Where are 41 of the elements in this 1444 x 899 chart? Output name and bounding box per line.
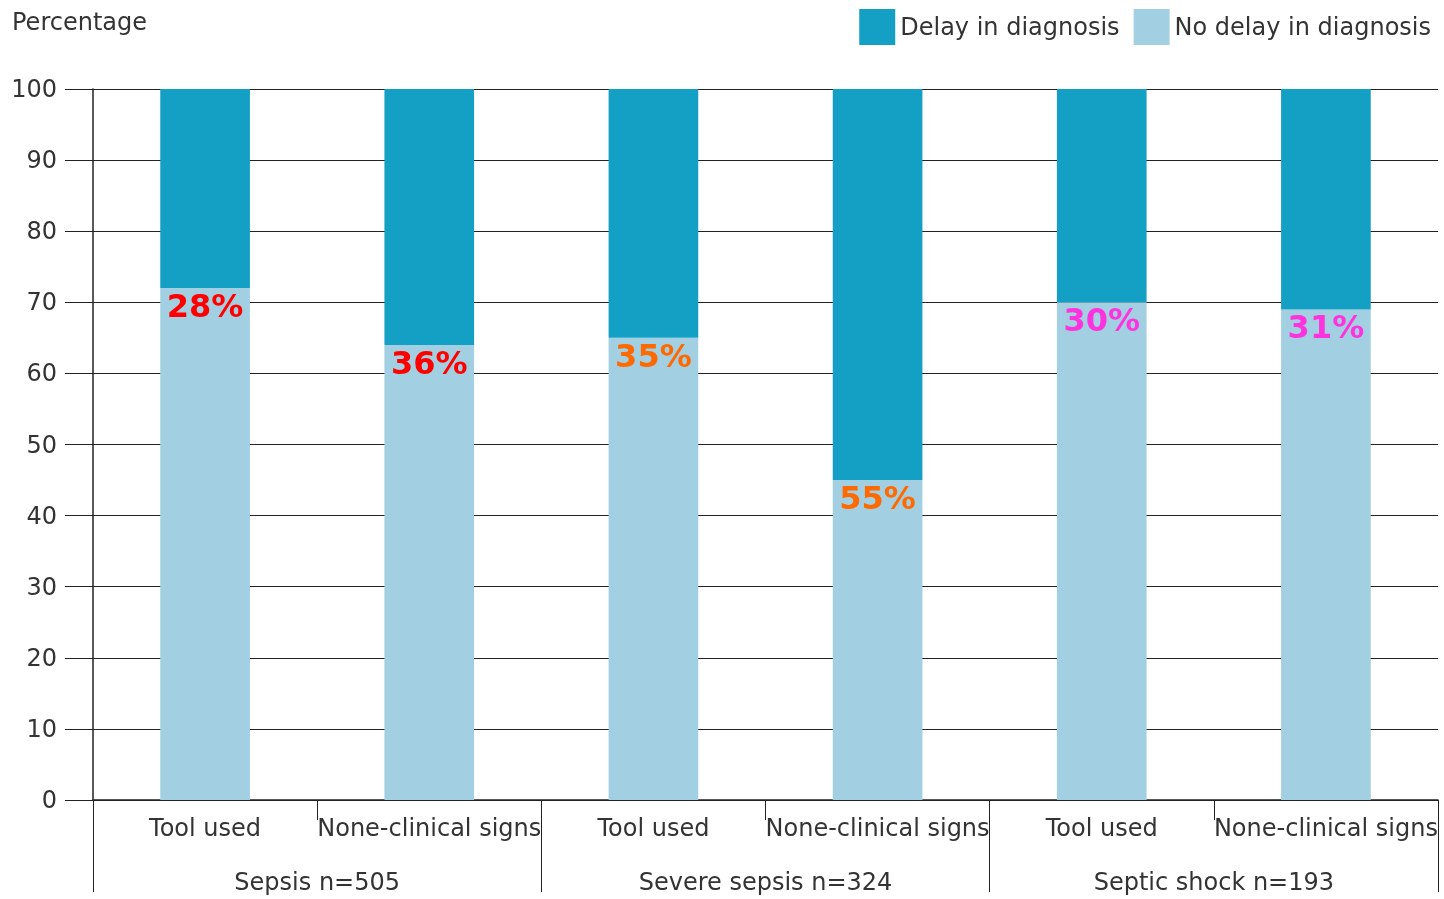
text: Sepsis n=505 [234,868,400,896]
x-tick-label: Tool used [1044,814,1158,842]
y-axis-title: Percentage [12,8,148,36]
y-tick-label: 100 [11,75,57,103]
x-tick-label: Tool used [596,814,710,842]
y-tick-label: 60 [26,359,57,388]
y-tick-label: 50 [26,430,57,459]
data-label: 28% [166,287,244,326]
bar [832,480,923,800]
x-tick-label: Tool used [148,814,262,842]
y-tick-label: 30 [26,572,57,601]
bar [384,89,475,345]
bar [1281,89,1371,310]
bar [1281,309,1371,800]
legend-label: Delay in diagnosis [900,13,1120,41]
y-tick-label: 10 [26,714,57,743]
text: Septic shock n=193 [1093,868,1335,896]
data-label: 55% [839,479,916,518]
x-tick-label: None-clinical signs [1213,814,1438,842]
data-label: 30% [1063,301,1141,340]
y-tick-label: 70 [26,288,57,317]
y-tick-label: 0 [41,786,57,814]
bar [608,337,699,800]
bar [832,89,923,481]
bar [160,89,250,289]
bar [608,89,699,338]
y-tick-label: 80 [26,217,57,246]
bar [384,344,475,800]
y-tick-label: 40 [26,501,57,530]
data-label: 35% [615,336,692,375]
x-tick-label: None-clinical signs [317,814,542,842]
bar [1056,302,1147,800]
text: Severe sepsis n=324 [638,868,893,896]
data-label: 36% [390,343,468,382]
data-label: 31% [1287,308,1365,347]
bar [160,288,250,800]
bar [1056,89,1147,303]
y-tick-label: 20 [26,643,57,672]
x-tick-label: None-clinical signs [765,814,990,842]
legend-label: No delay in diagnosis [1174,13,1432,41]
y-tick-label: 90 [26,146,57,175]
